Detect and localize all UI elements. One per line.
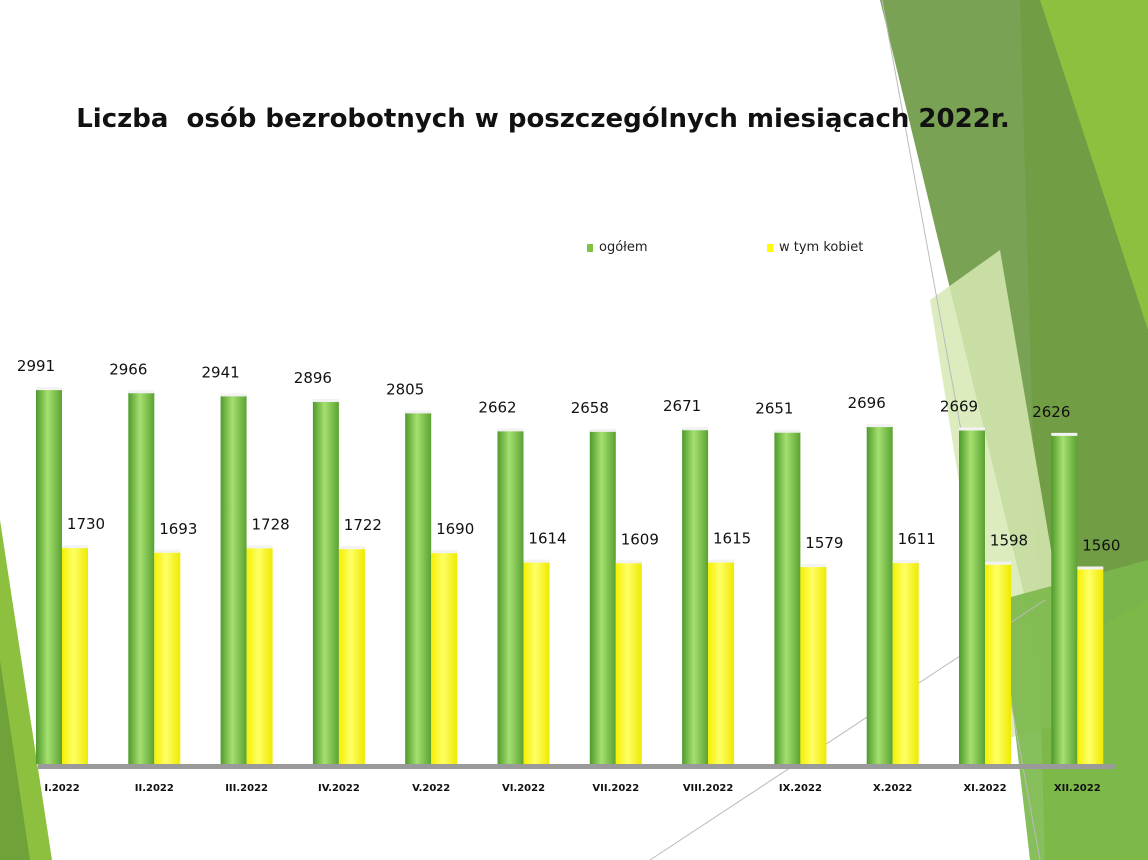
value-label-ogolem-1: 2991 xyxy=(17,357,55,375)
bar-cap-ogolem-8 xyxy=(682,427,709,431)
bar-ogolem-9 xyxy=(774,431,801,764)
decor-triangle-left-dark xyxy=(0,660,30,860)
value-label-kobiet-1: 1730 xyxy=(67,515,105,533)
legend-item-kobiet: w tym kobiet xyxy=(767,240,863,255)
bar-cap-ogolem-12 xyxy=(1051,432,1078,436)
bar-cap-kobiet-10 xyxy=(892,560,919,564)
value-label-ogolem-8: 2671 xyxy=(663,397,701,415)
bar-cap-ogolem-1 xyxy=(36,387,62,391)
category-label-10: X.2022 xyxy=(873,783,912,794)
bar-cap-kobiet-8 xyxy=(708,559,735,563)
bar-cap-kobiet-12 xyxy=(1077,566,1104,570)
category-label-3: III.2022 xyxy=(225,783,268,794)
chart-title: Liczba osób bezrobotnych w poszczególnyc… xyxy=(76,104,1010,134)
bar-ogolem-3 xyxy=(220,395,247,764)
bar-cap-ogolem-4 xyxy=(312,399,339,403)
bar-ogolem-11 xyxy=(959,429,985,764)
bar-kobiet-2 xyxy=(154,551,181,764)
category-label-1: I.2022 xyxy=(44,783,79,794)
value-label-kobiet-4: 1722 xyxy=(344,516,382,534)
bar-ogolem-10 xyxy=(866,426,893,764)
bar-cap-kobiet-6 xyxy=(523,559,550,563)
value-label-ogolem-6: 2662 xyxy=(478,398,516,416)
bar-kobiet-7 xyxy=(615,562,642,764)
value-label-ogolem-4: 2896 xyxy=(294,369,332,387)
value-label-kobiet-6: 1614 xyxy=(528,530,566,548)
legend-label-ogolem: ogółem xyxy=(599,240,648,255)
value-label-ogolem-9: 2651 xyxy=(755,400,793,418)
value-label-ogolem-5: 2805 xyxy=(386,380,424,398)
category-label-4: IV.2022 xyxy=(318,783,360,794)
bar-ogolem-5 xyxy=(405,412,432,764)
bar-cap-ogolem-2 xyxy=(128,390,155,394)
bar-cap-kobiet-5 xyxy=(431,550,458,554)
legend-swatch-green xyxy=(587,243,593,252)
category-label-8: VIII.2022 xyxy=(683,783,734,794)
bar-kobiet-6 xyxy=(523,561,550,764)
bar-cap-ogolem-9 xyxy=(774,429,801,433)
category-label-2: II.2022 xyxy=(135,783,174,794)
decor-triangle-dark-right xyxy=(880,0,1148,660)
category-label-9: IX.2022 xyxy=(779,783,822,794)
category-label-11: XI.2022 xyxy=(963,783,1006,794)
bar-cap-kobiet-9 xyxy=(800,564,827,568)
bar-cap-kobiet-11 xyxy=(985,561,1011,565)
bar-ogolem-4 xyxy=(312,401,339,764)
bar-cap-ogolem-11 xyxy=(959,427,985,431)
value-label-kobiet-9: 1579 xyxy=(805,534,843,552)
value-label-ogolem-3: 2941 xyxy=(202,363,240,381)
bar-cap-ogolem-7 xyxy=(589,428,616,432)
bar-kobiet-1 xyxy=(62,547,88,764)
bar-cap-kobiet-4 xyxy=(338,546,365,550)
category-label-6: VI.2022 xyxy=(502,783,545,794)
bar-cap-kobiet-7 xyxy=(615,560,642,564)
value-label-ogolem-10: 2696 xyxy=(848,394,886,412)
bar-kobiet-10 xyxy=(892,562,919,764)
bar-cap-ogolem-10 xyxy=(866,424,893,428)
bar-ogolem-1 xyxy=(36,389,62,764)
value-label-kobiet-5: 1690 xyxy=(436,520,474,538)
value-label-kobiet-3: 1728 xyxy=(252,515,290,533)
bar-kobiet-9 xyxy=(800,566,827,764)
value-label-ogolem-7: 2658 xyxy=(571,399,609,417)
bar-cap-kobiet-2 xyxy=(154,549,181,553)
bar-kobiet-5 xyxy=(431,552,458,764)
bar-ogolem-2 xyxy=(128,392,155,764)
bar-ogolem-8 xyxy=(682,429,709,764)
bar-kobiet-4 xyxy=(338,548,365,764)
bar-cap-kobiet-1 xyxy=(62,545,88,549)
bar-kobiet-11 xyxy=(985,563,1011,764)
legend-swatch-yellow xyxy=(767,243,773,252)
x-axis-floor xyxy=(38,764,1116,769)
value-label-kobiet-11: 1598 xyxy=(990,532,1028,550)
value-label-ogolem-11: 2669 xyxy=(940,397,978,415)
bar-ogolem-7 xyxy=(589,430,616,764)
value-label-ogolem-2: 2966 xyxy=(109,360,147,378)
bar-kobiet-8 xyxy=(708,561,735,764)
bar-cap-ogolem-5 xyxy=(405,410,432,414)
value-label-kobiet-12: 1560 xyxy=(1082,536,1120,554)
bar-kobiet-12 xyxy=(1077,568,1104,764)
value-label-kobiet-10: 1611 xyxy=(898,530,936,548)
value-label-ogolem-12: 2626 xyxy=(1032,403,1070,421)
category-label-12: XII.2022 xyxy=(1054,783,1101,794)
bar-cap-ogolem-3 xyxy=(220,393,247,397)
bar-ogolem-12 xyxy=(1051,434,1078,764)
bar-cap-ogolem-6 xyxy=(497,428,524,432)
value-label-kobiet-2: 1693 xyxy=(159,520,197,538)
bar-ogolem-6 xyxy=(497,430,524,764)
bar-cap-kobiet-3 xyxy=(246,545,273,549)
value-label-kobiet-8: 1615 xyxy=(713,530,751,548)
value-label-kobiet-7: 1609 xyxy=(621,530,659,548)
legend-label-kobiet: w tym kobiet xyxy=(779,240,864,255)
category-label-7: VII.2022 xyxy=(592,783,639,794)
legend-item-ogolem: ogółem xyxy=(587,240,648,255)
category-label-5: V.2022 xyxy=(412,783,450,794)
bar-kobiet-3 xyxy=(246,547,273,764)
